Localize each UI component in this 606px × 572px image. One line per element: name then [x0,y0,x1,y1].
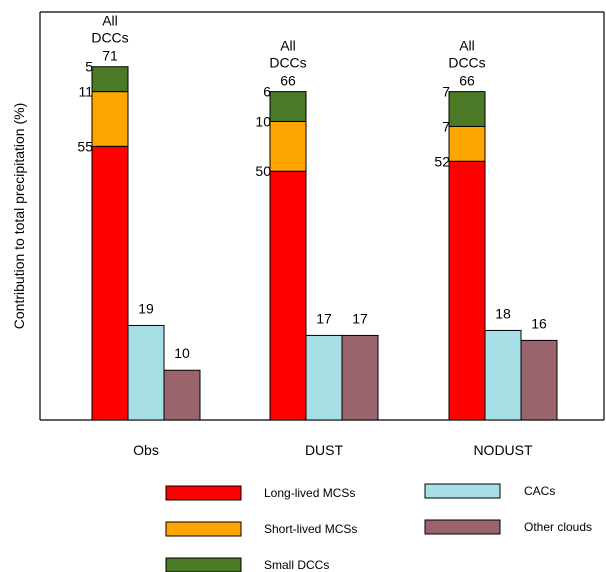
stack-total-nodust: 66 [459,73,475,89]
value-label-other-clouds-obs: 10 [174,345,190,361]
bar-small-dccs-dust [269,91,307,122]
bars-group [91,66,558,421]
bar-other-clouds-nodust [520,339,558,421]
stack-header-dccs-dust: DCCs [269,55,306,71]
legend-swatch-long-lived-mcss [165,485,242,501]
value-label-cacs-nodust: 18 [495,305,511,321]
value-label-long-lived-mcss-dust: 50 [255,163,271,179]
value-label-small-dccs-nodust: 7 [442,84,450,100]
stack-header-all-obs: All [102,13,118,29]
value-label-small-dccs-obs: 5 [85,59,93,75]
bar-small-dccs-nodust [448,91,486,127]
legend-swatch-small-dccs [165,557,242,572]
bar-cacs-obs [127,324,165,421]
bar-small-dccs-obs [91,66,129,93]
bar-long-lived-mcss-nodust [448,160,486,421]
bar-long-lived-mcss-obs [91,145,129,421]
bar-other-clouds-dust [341,334,379,421]
value-label-other-clouds-nodust: 16 [531,315,547,331]
bar-long-lived-mcss-dust [269,170,307,421]
stack-total-obs: 71 [102,48,118,64]
stack-header-all-nodust: All [459,38,475,54]
x-tick-nodust: NODUST [473,442,533,458]
bar-cacs-dust [305,334,343,421]
x-tick-labels-group: Obs DUST NODUST [133,442,533,458]
legend-label-short-lived-mcss: Short-lived MCSs [264,522,357,536]
legend-label-small-dccs: Small DCCs [264,558,329,572]
bar-other-clouds-obs [163,369,201,421]
bar-cacs-nodust [484,329,522,421]
legend-label-other-clouds: Other clouds [524,520,592,534]
value-label-short-lived-mcss-nodust: 7 [442,118,450,134]
legend-swatch-other-clouds [424,519,501,535]
stack-header-dccs-obs: DCCs [91,30,128,46]
legend-label-long-lived-mcss: Long-lived MCSs [264,486,355,500]
value-label-small-dccs-dust: 6 [263,84,271,100]
bar-short-lived-mcss-obs [91,91,129,147]
legend: Long-lived MCSs Short-lived MCSs Small DCC… [165,483,592,572]
value-label-other-clouds-dust: 17 [352,310,368,326]
legend-label-cacs: CACs [524,484,555,498]
value-label-long-lived-mcss-obs: 55 [77,138,93,154]
legend-swatch-short-lived-mcss [165,521,242,537]
value-label-cacs-dust: 17 [316,310,332,326]
stack-header-dccs-nodust: DCCs [448,55,485,71]
bar-short-lived-mcss-dust [269,120,307,172]
x-tick-obs: Obs [133,442,159,458]
bar-short-lived-mcss-nodust [448,125,486,162]
stack-total-dust: 66 [280,73,296,89]
value-label-long-lived-mcss-nodust: 52 [434,153,450,169]
y-axis-label: Contribution to total precipitation (%) [11,103,27,329]
stack-header-all-dust: All [280,38,296,54]
x-tick-dust: DUST [305,442,344,458]
legend-swatch-cacs [424,483,501,499]
value-label-short-lived-mcss-obs: 11 [78,84,93,100]
value-label-cacs-obs: 19 [138,300,154,316]
value-label-short-lived-mcss-dust: 10 [255,113,271,129]
